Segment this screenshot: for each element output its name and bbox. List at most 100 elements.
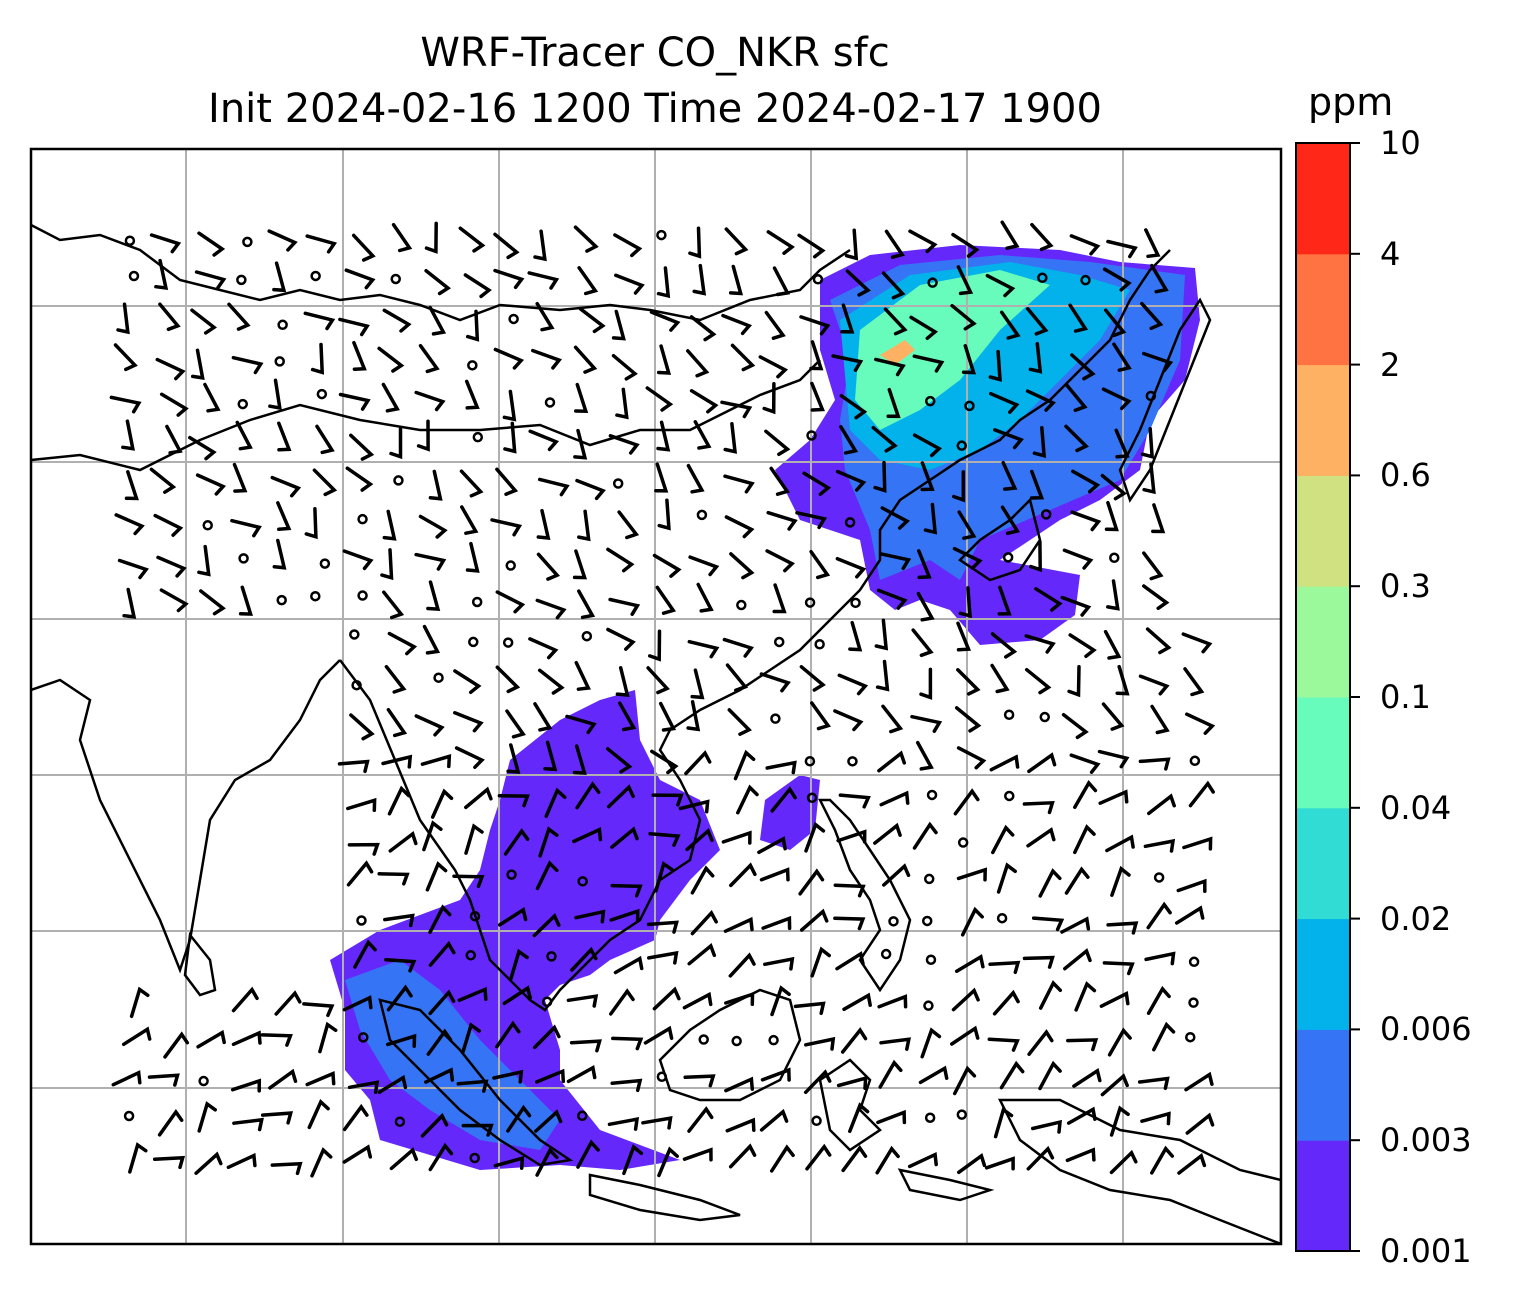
wind-barb [342, 1144, 373, 1164]
wind-barb [1034, 587, 1063, 612]
calm-marker [806, 792, 818, 804]
calm-marker [957, 837, 969, 848]
tracer-region-northeast-4 [855, 270, 1050, 430]
coast-sumatra [378, 998, 574, 1167]
calm-marker [1037, 272, 1048, 284]
wind-barb [952, 1065, 977, 1096]
wind-barb [235, 420, 253, 451]
colorbar [1295, 142, 1360, 1252]
wind-barb [682, 1147, 713, 1162]
wind-barb [909, 315, 939, 341]
wind-barb [725, 663, 749, 693]
wind-barb [1101, 387, 1132, 411]
wind-barb [999, 1060, 1025, 1090]
calm-marker [242, 236, 253, 248]
colorbar-tick-label: 0.3 [1380, 567, 1431, 606]
wind-barb [689, 389, 719, 414]
calm-marker [844, 517, 856, 528]
wind-barb [690, 865, 715, 895]
calm-marker [921, 915, 933, 927]
wind-barb [1188, 780, 1215, 808]
wind-barb [533, 702, 553, 732]
wind-barb [566, 1064, 597, 1084]
wind-barb [230, 1078, 262, 1093]
wind-barb [765, 549, 795, 573]
calm-marker [956, 440, 967, 451]
wind-barb [387, 631, 418, 656]
wind-barb [1145, 627, 1172, 655]
wind-barb [793, 1001, 826, 1016]
wind-barb [414, 390, 446, 412]
wind-barb [724, 1076, 755, 1093]
calm-marker [656, 229, 667, 241]
wind-barb [305, 234, 338, 254]
wind-barb [227, 302, 251, 331]
wind-barb [453, 711, 484, 733]
wind-barb [956, 746, 987, 770]
wind-barb [385, 1033, 417, 1048]
wind-barb [877, 750, 907, 773]
wind-barb [766, 230, 795, 255]
wind-barb [956, 867, 987, 882]
wind-barb [611, 353, 638, 381]
wind-barb [492, 1069, 524, 1084]
wind-barb [656, 420, 671, 452]
calm-marker [577, 1110, 588, 1122]
wind-barb [337, 759, 370, 774]
wind-barb [641, 1115, 673, 1130]
wind-barb [833, 709, 864, 732]
calm-marker [1153, 872, 1165, 883]
wind-barb [879, 1037, 912, 1051]
wind-barb [950, 1025, 980, 1046]
wind-barb [1109, 1149, 1138, 1175]
tracer-region-southeast-2 [345, 960, 560, 1150]
wind-barb [1071, 469, 1101, 494]
wind-barb [728, 952, 756, 978]
calm-marker [468, 636, 479, 648]
coast-india [31, 659, 341, 974]
wind-barb [880, 506, 910, 530]
wind-barb [836, 829, 867, 844]
wind-barb [720, 400, 753, 419]
wind-barb [382, 590, 405, 620]
wind-barb [689, 315, 717, 342]
wind-barb [805, 1143, 832, 1171]
calm-marker [541, 996, 553, 1007]
wind-barb [873, 460, 887, 493]
wind-barb [386, 984, 413, 1012]
wind-barb [414, 552, 447, 571]
wind-barb [729, 862, 757, 888]
wind-barb [124, 470, 139, 501]
wind-barb [1028, 341, 1043, 374]
wind-barb [1026, 1145, 1055, 1171]
wind-barb [989, 754, 1020, 772]
calm-marker [768, 1034, 779, 1046]
wind-barb [1177, 1153, 1207, 1175]
wind-barb [610, 1078, 643, 1093]
wind-barb [195, 473, 227, 496]
wind-barb [532, 913, 561, 938]
wind-barb [1066, 1038, 1099, 1052]
coast-srilanka [183, 931, 217, 997]
wind-barb [1152, 1021, 1176, 1052]
wind-barb [810, 701, 831, 731]
colorbar-tick-label: 0.02 [1380, 899, 1452, 938]
wind-barb [839, 393, 868, 420]
wind-barb [231, 355, 264, 375]
wind-barb [1107, 1027, 1132, 1057]
wind-barb [912, 433, 943, 458]
calm-marker [124, 235, 136, 246]
wind-barb [728, 264, 744, 296]
calm-marker [1080, 274, 1091, 286]
wind-barb [1114, 428, 1130, 459]
wind-barb [960, 906, 984, 937]
wind-barb [569, 1039, 602, 1053]
calm-marker [469, 1152, 480, 1164]
wind-barb [424, 268, 452, 296]
wind-barb [769, 466, 791, 496]
wind-barb [688, 555, 720, 577]
wind-barb [951, 232, 980, 258]
wind-barb [803, 1069, 832, 1095]
wind-barb [272, 538, 287, 570]
wind-barb [1103, 629, 1122, 660]
